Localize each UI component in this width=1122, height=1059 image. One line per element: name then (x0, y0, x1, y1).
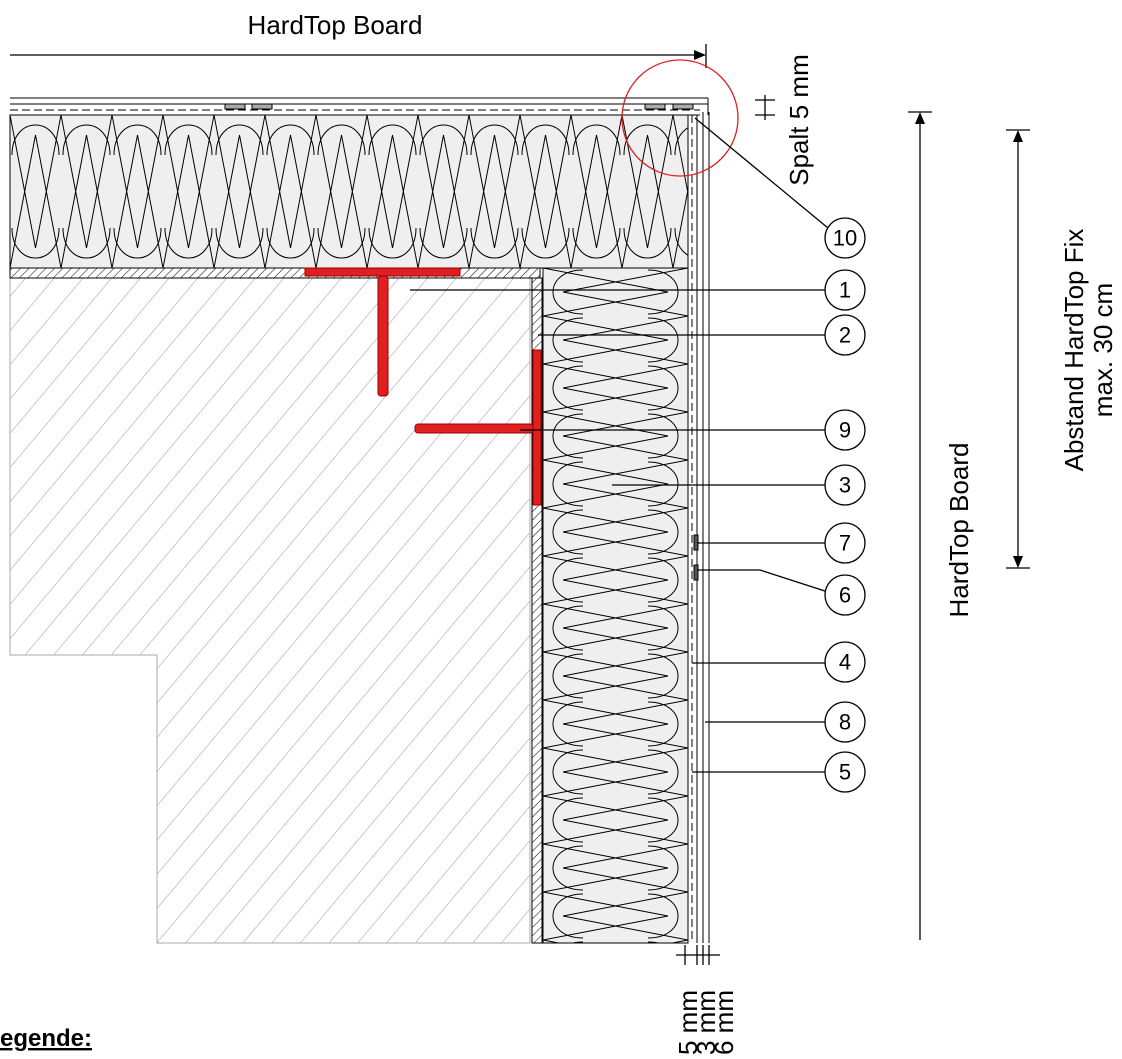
adhesive (531, 277, 543, 944)
callout-circle (824, 751, 866, 793)
thickness-dimension (676, 945, 720, 965)
highlight-circle (621, 59, 739, 177)
top-dimension-label: HardTop Board (248, 10, 423, 40)
callout-number: 2 (839, 323, 851, 348)
thickness-label: 6 mm (709, 990, 739, 1055)
callout-circle (824, 409, 866, 451)
side-dimension-label: HardTop Board (944, 443, 974, 618)
callout-number: 8 (839, 710, 851, 735)
callout-circle (824, 269, 866, 311)
callout-circle (824, 464, 866, 506)
callout-number: 10 (833, 226, 857, 251)
callout-circle (824, 574, 866, 616)
insulation-side (542, 267, 689, 944)
callouts: 10 1 2 9 3 7 6 4 8 5 (824, 217, 866, 793)
callout-number: 9 (839, 418, 851, 443)
callout-number: 3 (839, 473, 851, 498)
callout-number: 4 (839, 650, 851, 675)
callout-number: 6 (839, 583, 851, 608)
leader-lines (410, 117, 829, 773)
spacing-label: max. 30 cm (1088, 283, 1118, 417)
concrete (9, 277, 531, 944)
board-layers (10, 97, 710, 943)
callout-number: 1 (839, 278, 851, 303)
callout-number: 7 (839, 531, 851, 556)
callout-circle (824, 217, 866, 259)
callout-circle (824, 314, 866, 356)
callout-circle (824, 522, 866, 564)
arrow (915, 112, 925, 124)
spacing-label: Abstand HardTop Fix (1059, 229, 1089, 472)
legend-heading: egende: (0, 1025, 92, 1052)
thickness-label: 5 mm (673, 990, 703, 1055)
anchor (304, 267, 542, 506)
gap-label: Spalt 5 mm (784, 54, 814, 186)
callout-circle (824, 641, 866, 683)
callout-number: 5 (839, 760, 851, 785)
callout-circle (824, 701, 866, 743)
insulation-top (9, 114, 689, 269)
thickness-label: 3 mm (691, 990, 721, 1055)
arrow (694, 50, 706, 60)
gap-dimension (755, 95, 775, 120)
